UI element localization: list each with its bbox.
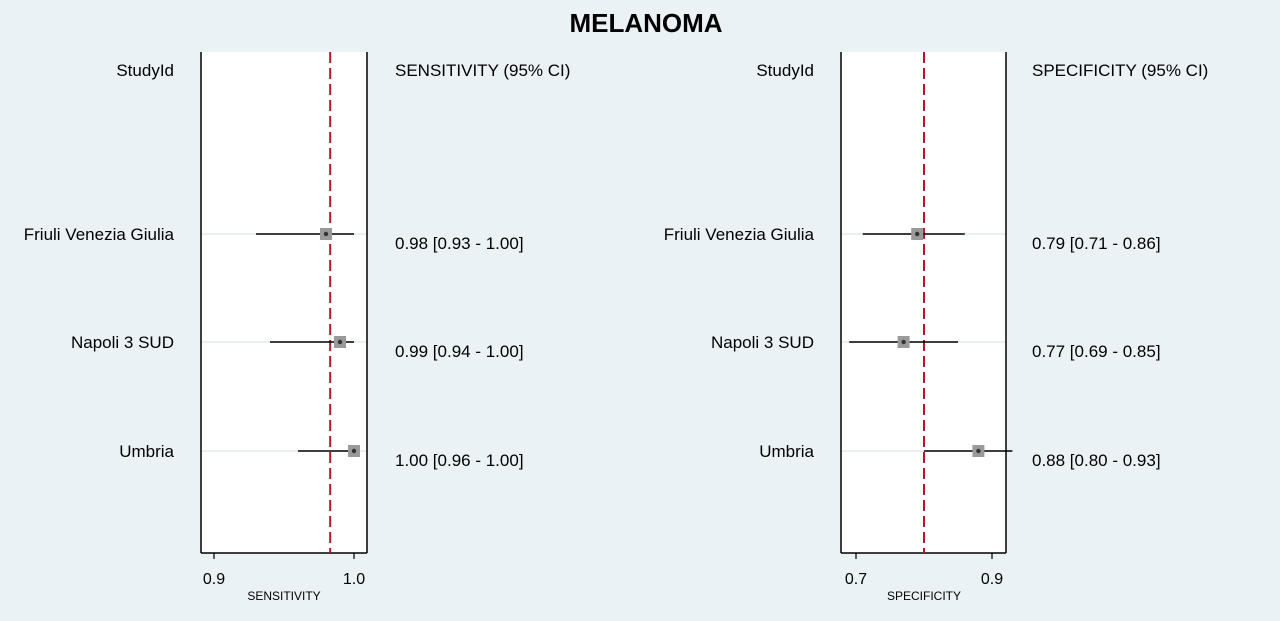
- ci-header: SPECIFICITY (95% CI): [1032, 61, 1208, 80]
- x-tick-label: 0.9: [981, 571, 1003, 588]
- estimate-point: [915, 231, 920, 237]
- study-label: Friuli Venezia Giulia: [24, 225, 175, 244]
- panel-sensitivity: StudyId SENSITIVITY (95% CI) 0.9 1.0 SENSITI…: [24, 52, 570, 603]
- x-tick-label: 1.0: [343, 571, 365, 588]
- study-label: Umbria: [119, 442, 174, 461]
- ci-value-label: 0.77 [0.69 - 0.85]: [1032, 342, 1161, 361]
- study-label: Napoli 3 SUD: [71, 333, 174, 352]
- x-tick-label: 0.7: [845, 571, 867, 588]
- chart-title: MELANOMA: [569, 8, 722, 38]
- study-label: Friuli Venezia Giulia: [664, 225, 815, 244]
- ci-header: SENSITIVITY (95% CI): [395, 61, 570, 80]
- estimate-point: [901, 339, 906, 345]
- x-axis-label: SENSITIVITY: [247, 589, 320, 603]
- plot-area: [201, 52, 367, 553]
- study-id-header: StudyId: [116, 61, 174, 80]
- study-label: Umbria: [759, 442, 814, 461]
- ci-value-label: 0.98 [0.93 - 1.00]: [395, 234, 524, 253]
- ci-value-label: 0.88 [0.80 - 0.93]: [1032, 451, 1161, 470]
- ci-value-label: 0.79 [0.71 - 0.86]: [1032, 234, 1161, 253]
- estimate-point: [337, 339, 343, 345]
- estimate-point: [976, 448, 981, 454]
- ci-value-label: 0.99 [0.94 - 1.00]: [395, 342, 524, 361]
- study-id-header: StudyId: [756, 61, 814, 80]
- x-axis-label: SPECIFICITY: [887, 589, 961, 603]
- panel-specificity: StudyId SPECIFICITY (95% CI) 0.7 0.9 SPECIFI…: [664, 52, 1208, 603]
- ci-value-label: 1.00 [0.96 - 1.00]: [395, 451, 524, 470]
- estimate-point: [323, 231, 329, 237]
- estimate-point: [351, 448, 357, 454]
- x-tick-label: 0.9: [203, 571, 225, 588]
- study-label: Napoli 3 SUD: [711, 333, 814, 352]
